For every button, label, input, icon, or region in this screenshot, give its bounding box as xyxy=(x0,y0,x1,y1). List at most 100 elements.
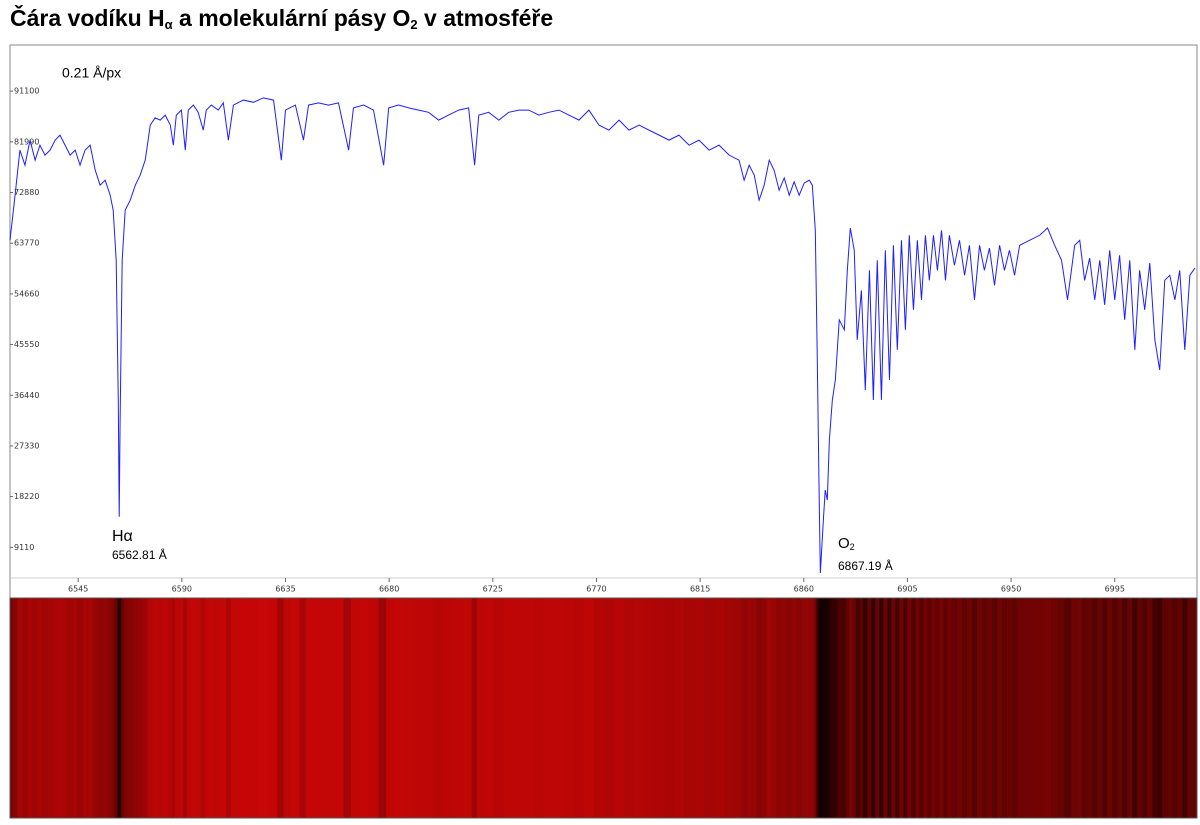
strip-band xyxy=(493,598,505,818)
strip-band xyxy=(119,598,122,818)
strip-band xyxy=(1092,598,1098,818)
strip-band xyxy=(875,598,880,818)
strip-band xyxy=(543,598,555,818)
o2-label: O2 xyxy=(838,535,855,552)
strip-band xyxy=(443,598,455,818)
strip-band xyxy=(107,598,113,818)
strip-band xyxy=(378,598,387,818)
strip-band xyxy=(673,598,685,818)
strip-band xyxy=(821,598,825,818)
strip-band xyxy=(102,598,109,818)
strip-band xyxy=(351,598,360,818)
strip-band xyxy=(1107,598,1113,818)
strip-band xyxy=(1051,598,1059,818)
strip-band xyxy=(826,598,829,818)
strip-band xyxy=(1137,598,1143,818)
strip-band xyxy=(72,598,79,818)
strip-band xyxy=(1182,598,1188,818)
strip-band xyxy=(613,598,625,818)
strip-band xyxy=(62,598,69,818)
strip-band xyxy=(806,598,812,818)
y-tick-label: 91100 xyxy=(14,87,39,96)
strip-band xyxy=(664,598,675,818)
strip-band xyxy=(704,598,715,818)
strip-band xyxy=(137,598,144,818)
strip-band xyxy=(907,598,912,818)
y-tick-label: 45550 xyxy=(14,340,39,349)
strip-band xyxy=(42,598,49,818)
strip-band xyxy=(927,598,932,818)
strip-band xyxy=(523,598,535,818)
strip-band xyxy=(654,598,665,818)
strip-band xyxy=(573,598,585,818)
plot-frame xyxy=(9,44,1198,599)
strip-band xyxy=(684,598,695,818)
strip-band xyxy=(859,598,864,818)
strip-band xyxy=(393,598,405,818)
strip-band xyxy=(883,598,888,818)
strip-band xyxy=(1058,598,1066,818)
strip-band xyxy=(813,598,817,818)
strip-band xyxy=(786,598,793,818)
strip-band xyxy=(22,598,29,818)
strip-band xyxy=(1012,598,1018,818)
o2-wavelength: 6867.19 Å xyxy=(838,558,893,573)
strip-band xyxy=(87,598,94,818)
x-tick-label: 6545 xyxy=(68,585,88,594)
strip-band xyxy=(1192,598,1198,818)
strip-band xyxy=(824,598,827,818)
strip-band xyxy=(741,598,748,818)
strip-band xyxy=(986,598,993,818)
strip-band xyxy=(57,598,64,818)
strip-band xyxy=(513,598,525,818)
x-tick-label: 6590 xyxy=(172,585,192,594)
strip-band xyxy=(1034,598,1045,818)
strip-band xyxy=(1064,598,1072,818)
strip-band xyxy=(943,598,948,818)
strip-band xyxy=(956,598,963,818)
strip-band xyxy=(186,598,192,818)
strip-band xyxy=(634,598,645,818)
strip-band xyxy=(911,598,916,818)
strip-band xyxy=(951,598,958,818)
strip-band xyxy=(52,598,59,818)
strip-band xyxy=(923,598,928,818)
strip-band xyxy=(991,598,998,818)
strip-band xyxy=(190,598,197,818)
strip-band xyxy=(746,598,753,818)
strip-band xyxy=(32,598,39,818)
x-tick-label: 6635 xyxy=(275,585,295,594)
strip-band xyxy=(837,598,843,818)
strip-band xyxy=(810,598,815,818)
x-tick-label: 6725 xyxy=(483,585,503,594)
strip-band xyxy=(386,598,395,818)
strip-band xyxy=(10,598,14,818)
strip-band xyxy=(238,598,249,818)
strip-band xyxy=(147,598,154,818)
strip-band xyxy=(1127,598,1133,818)
strip-band xyxy=(1162,598,1168,818)
strip-band xyxy=(323,598,335,818)
strip-band xyxy=(1102,598,1108,818)
strip-band xyxy=(947,598,953,818)
strip-band xyxy=(167,598,173,818)
strip-band xyxy=(433,598,445,818)
strip-band xyxy=(1172,598,1178,818)
strip-band xyxy=(157,598,164,818)
x-tick-label: 6905 xyxy=(897,585,917,594)
strip-band xyxy=(358,598,370,818)
strip-band xyxy=(935,598,940,818)
y-tick-label: 18220 xyxy=(14,492,39,501)
strip-band xyxy=(47,598,54,818)
y-tick-label: 36440 xyxy=(14,391,39,400)
strip-band xyxy=(756,598,763,818)
x-tick-label: 6770 xyxy=(586,585,606,594)
strip-band xyxy=(781,598,788,818)
strip-band xyxy=(977,598,983,818)
strip-band xyxy=(903,598,908,818)
strip-band xyxy=(816,598,819,818)
strip-band xyxy=(751,598,758,818)
strip-band xyxy=(1147,598,1153,818)
strip-band xyxy=(915,598,920,818)
strip-band xyxy=(830,598,835,818)
